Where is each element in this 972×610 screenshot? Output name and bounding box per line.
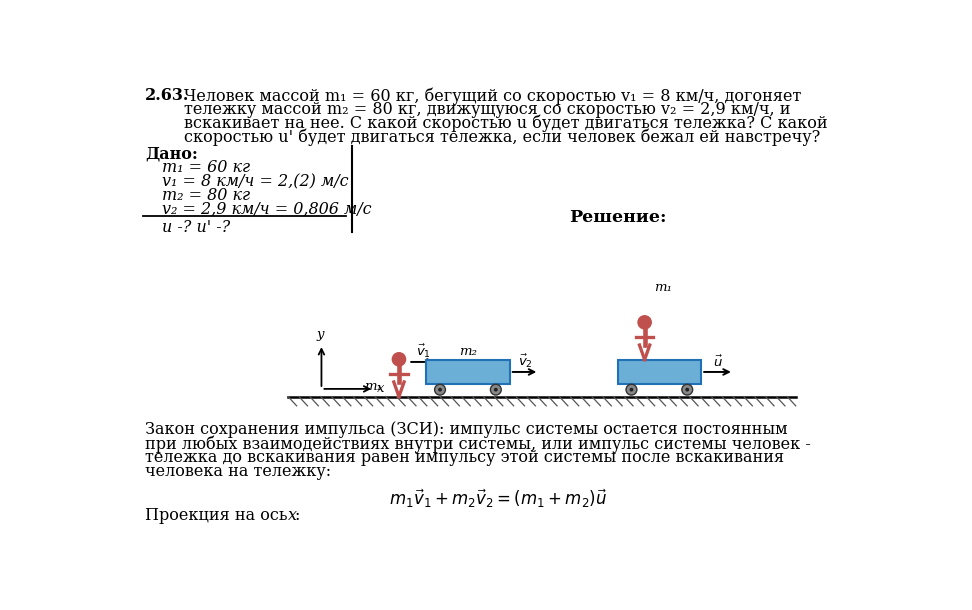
Circle shape bbox=[630, 388, 634, 392]
Text: скоростью u' будет двигаться тележка, если человек бежал ей навстречу?: скоростью u' будет двигаться тележка, ес… bbox=[184, 129, 819, 146]
Text: x: x bbox=[288, 508, 297, 525]
Text: m₁: m₁ bbox=[364, 380, 382, 393]
Text: m₂: m₂ bbox=[459, 345, 477, 358]
Text: Дано:: Дано: bbox=[145, 146, 197, 163]
Circle shape bbox=[434, 384, 445, 395]
Text: $m_1\vec{v}_1 + m_2\vec{v}_2 = \left(m_1 + m_2\right)\vec{u}$: $m_1\vec{v}_1 + m_2\vec{v}_2 = \left(m_1… bbox=[389, 487, 608, 510]
Text: Человек массой m₁ = 60 кг, бегущий со скоростью v₁ = 8 км/ч, догоняет: Человек массой m₁ = 60 кг, бегущий со ск… bbox=[184, 87, 801, 104]
Text: $\vec{v}_2$: $\vec{v}_2$ bbox=[518, 353, 533, 370]
Text: Решение:: Решение: bbox=[569, 209, 666, 226]
Text: m₁ = 60 кг: m₁ = 60 кг bbox=[161, 159, 250, 176]
Circle shape bbox=[681, 384, 693, 395]
Text: человека на тележку:: человека на тележку: bbox=[145, 463, 330, 480]
FancyBboxPatch shape bbox=[617, 360, 701, 384]
Text: тележка до вскакивания равен импульсу этой системы после вскакивания: тележка до вскакивания равен импульсу эт… bbox=[145, 449, 783, 466]
Text: Проекция на ось: Проекция на ось bbox=[145, 508, 293, 525]
Text: v₂ = 2,9 км/ч = 0,806 м/с: v₂ = 2,9 км/ч = 0,806 м/с bbox=[161, 201, 371, 218]
Text: v₁ = 8 км/ч = 2,(2) м/с: v₁ = 8 км/ч = 2,(2) м/с bbox=[161, 173, 348, 190]
Circle shape bbox=[494, 388, 498, 392]
Circle shape bbox=[638, 316, 651, 329]
Text: вскакивает на нее. С какой скоростью u будет двигаться тележка? С какой: вскакивает на нее. С какой скоростью u б… bbox=[184, 115, 827, 132]
Text: $\vec{u}$: $\vec{u}$ bbox=[713, 355, 723, 370]
Text: m₂ = 80 кг: m₂ = 80 кг bbox=[161, 187, 250, 204]
FancyBboxPatch shape bbox=[426, 360, 509, 384]
Text: при любых взаимодействиях внутри системы, или импульс системы человек -: при любых взаимодействиях внутри системы… bbox=[145, 435, 811, 453]
Text: m₂: m₂ bbox=[656, 367, 675, 380]
Text: y: y bbox=[316, 328, 324, 341]
Text: 2.63.: 2.63. bbox=[145, 87, 190, 104]
Text: m₁: m₁ bbox=[654, 281, 672, 294]
Text: :: : bbox=[295, 508, 299, 525]
Circle shape bbox=[438, 388, 442, 392]
Circle shape bbox=[626, 384, 637, 395]
Circle shape bbox=[685, 388, 689, 392]
Text: тележку массой m₂ = 80 кг, движущуюся со скоростью v₂ = 2,9 км/ч, и: тележку массой m₂ = 80 кг, движущуюся со… bbox=[184, 101, 790, 118]
Text: Закон сохранения импульса (ЗСИ): импульс системы остается постоянным: Закон сохранения импульса (ЗСИ): импульс… bbox=[145, 422, 787, 438]
Circle shape bbox=[393, 353, 405, 366]
Text: u -? u' -?: u -? u' -? bbox=[161, 219, 230, 235]
Text: $\vec{v}_1$: $\vec{v}_1$ bbox=[416, 343, 432, 361]
Text: x: x bbox=[377, 382, 385, 395]
Circle shape bbox=[491, 384, 502, 395]
